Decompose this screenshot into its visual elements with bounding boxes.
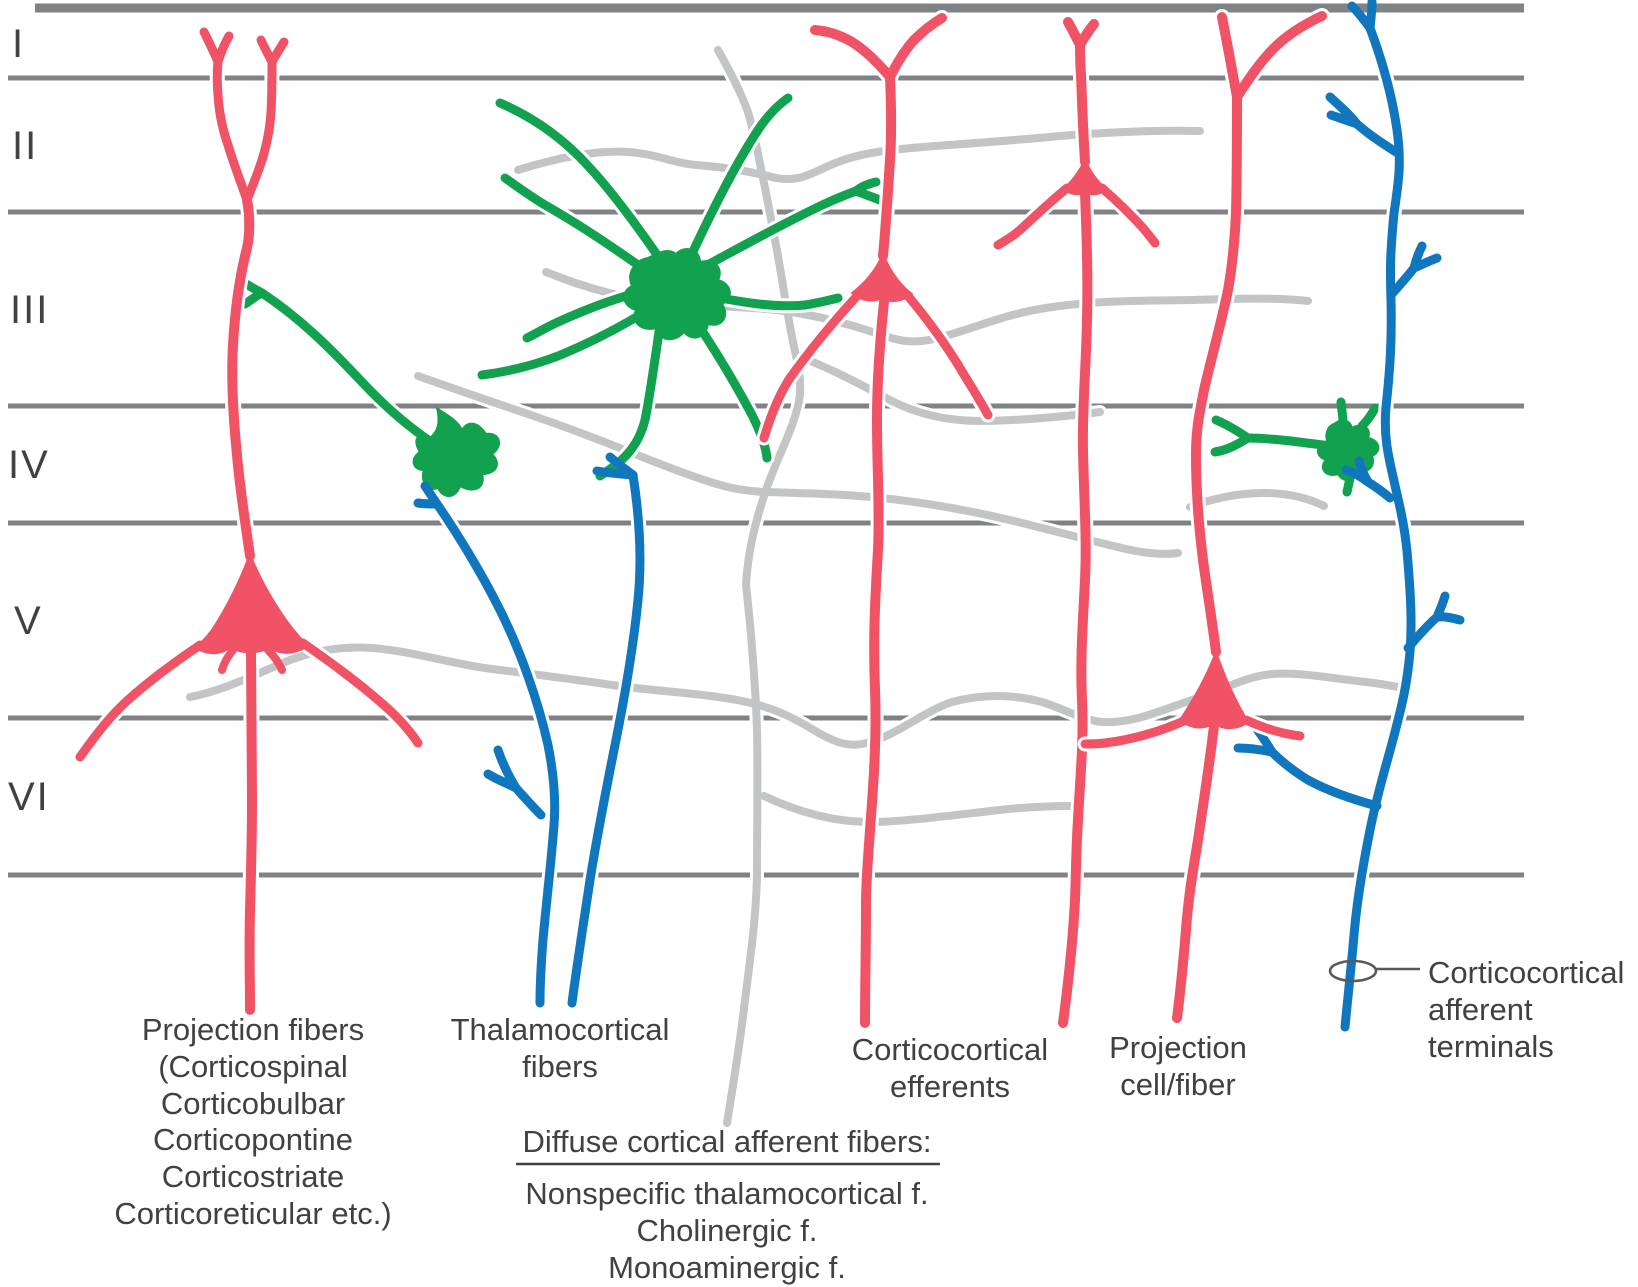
layer-label-3: III: [10, 288, 49, 332]
stellate-cell-layer4-right: [1215, 402, 1378, 492]
projection-cell-label: Projection cell/fiber: [1109, 1030, 1247, 1102]
basal-dendrite-right: [1102, 188, 1155, 243]
layer-label-2: II: [12, 124, 38, 168]
layer-numerals: I II III IV V VI: [8, 22, 50, 819]
corticocortical-efferent-neuron-1: [764, 18, 988, 1023]
projection-cell-neuron: [1085, 16, 1322, 1018]
stellate-cell-soma-layer4-left: [412, 407, 501, 497]
corticocortical-efferent-neuron-2: [998, 22, 1155, 1023]
layer-boundary-lines: [8, 3, 1524, 878]
layer-label-1: I: [12, 22, 25, 66]
thalamocortical-fibers-label: Thalamocortical fibers: [451, 1012, 670, 1084]
stellate-dendrite: [505, 178, 645, 270]
layer-label-6: VI: [8, 775, 50, 819]
label-line: Corticocortical: [852, 1032, 1048, 1067]
label-line: (Corticospinal: [158, 1049, 348, 1084]
label-line: Corticostriate: [162, 1159, 345, 1194]
label-line: Nonspecific thalamocortical f.: [525, 1176, 928, 1211]
label-line: fibers: [522, 1049, 598, 1084]
projection-axon: [1177, 726, 1214, 1018]
terminal-loop-marker: [1328, 959, 1378, 983]
terminal-annotation: [1328, 959, 1420, 983]
label-line: Monoaminergic f.: [608, 1250, 846, 1285]
pyramidal-soma: [851, 253, 913, 303]
label-line: Corticoreticular etc.): [114, 1196, 391, 1231]
label-line: Thalamocortical: [451, 1012, 670, 1047]
pyramidal-neuron-layer5: [80, 32, 418, 1010]
label-line: Cholinergic f.: [637, 1213, 818, 1248]
corticocortical-efferents-label: Corticocortical efferents: [852, 1032, 1048, 1104]
label-line: Corticobulbar: [161, 1086, 345, 1121]
red-pyramidal-neurons: [80, 16, 1322, 1023]
basal-dendrite-right: [908, 296, 988, 415]
label-line: afferent: [1428, 992, 1533, 1027]
spiny-stellate-soma: [623, 247, 731, 341]
corticocortical-afferent-terminals-label: Corticocortical afferent terminals: [1428, 955, 1624, 1064]
stellate-axon-terminal-fork: [1215, 420, 1248, 452]
label-line: efferents: [890, 1069, 1010, 1104]
thalamocortical-fiber-2: [572, 475, 640, 1003]
pyramidal-soma: [1062, 159, 1107, 196]
label-line: Corticopontine: [153, 1122, 353, 1157]
basal-dendrite-left: [80, 645, 200, 757]
diffuse-title: Diffuse cortical afferent fibers:: [523, 1124, 932, 1159]
label-line: Projection: [1109, 1030, 1247, 1065]
label-line: cell/fiber: [1120, 1067, 1235, 1102]
apical-dendrite: [1196, 16, 1322, 652]
layer-label-4: IV: [8, 443, 50, 487]
pyramidal-soma: [194, 553, 309, 655]
projection-fibers-label: Projection fibers (Corticospinal Cortico…: [114, 1012, 391, 1231]
diffuse-afferent-fibers-label: Diffuse cortical afferent fibers: Nonspe…: [516, 1124, 940, 1285]
label-line: Corticocortical: [1428, 955, 1624, 990]
label-line: Projection fibers: [142, 1012, 364, 1047]
spiny-stellate-cell-layer3: [482, 98, 880, 476]
fiber-labels: Projection fibers (Corticospinal Cortico…: [114, 955, 1624, 1285]
pyramidal-soma: [1179, 651, 1249, 730]
thalamocortical-branch-1: [488, 750, 541, 815]
layer-label-5: V: [14, 599, 43, 643]
efferent-axon: [1063, 194, 1087, 1023]
label-line: terminals: [1428, 1029, 1554, 1064]
basal-dendrite-left: [998, 188, 1067, 245]
projection-axon: [250, 652, 252, 1010]
